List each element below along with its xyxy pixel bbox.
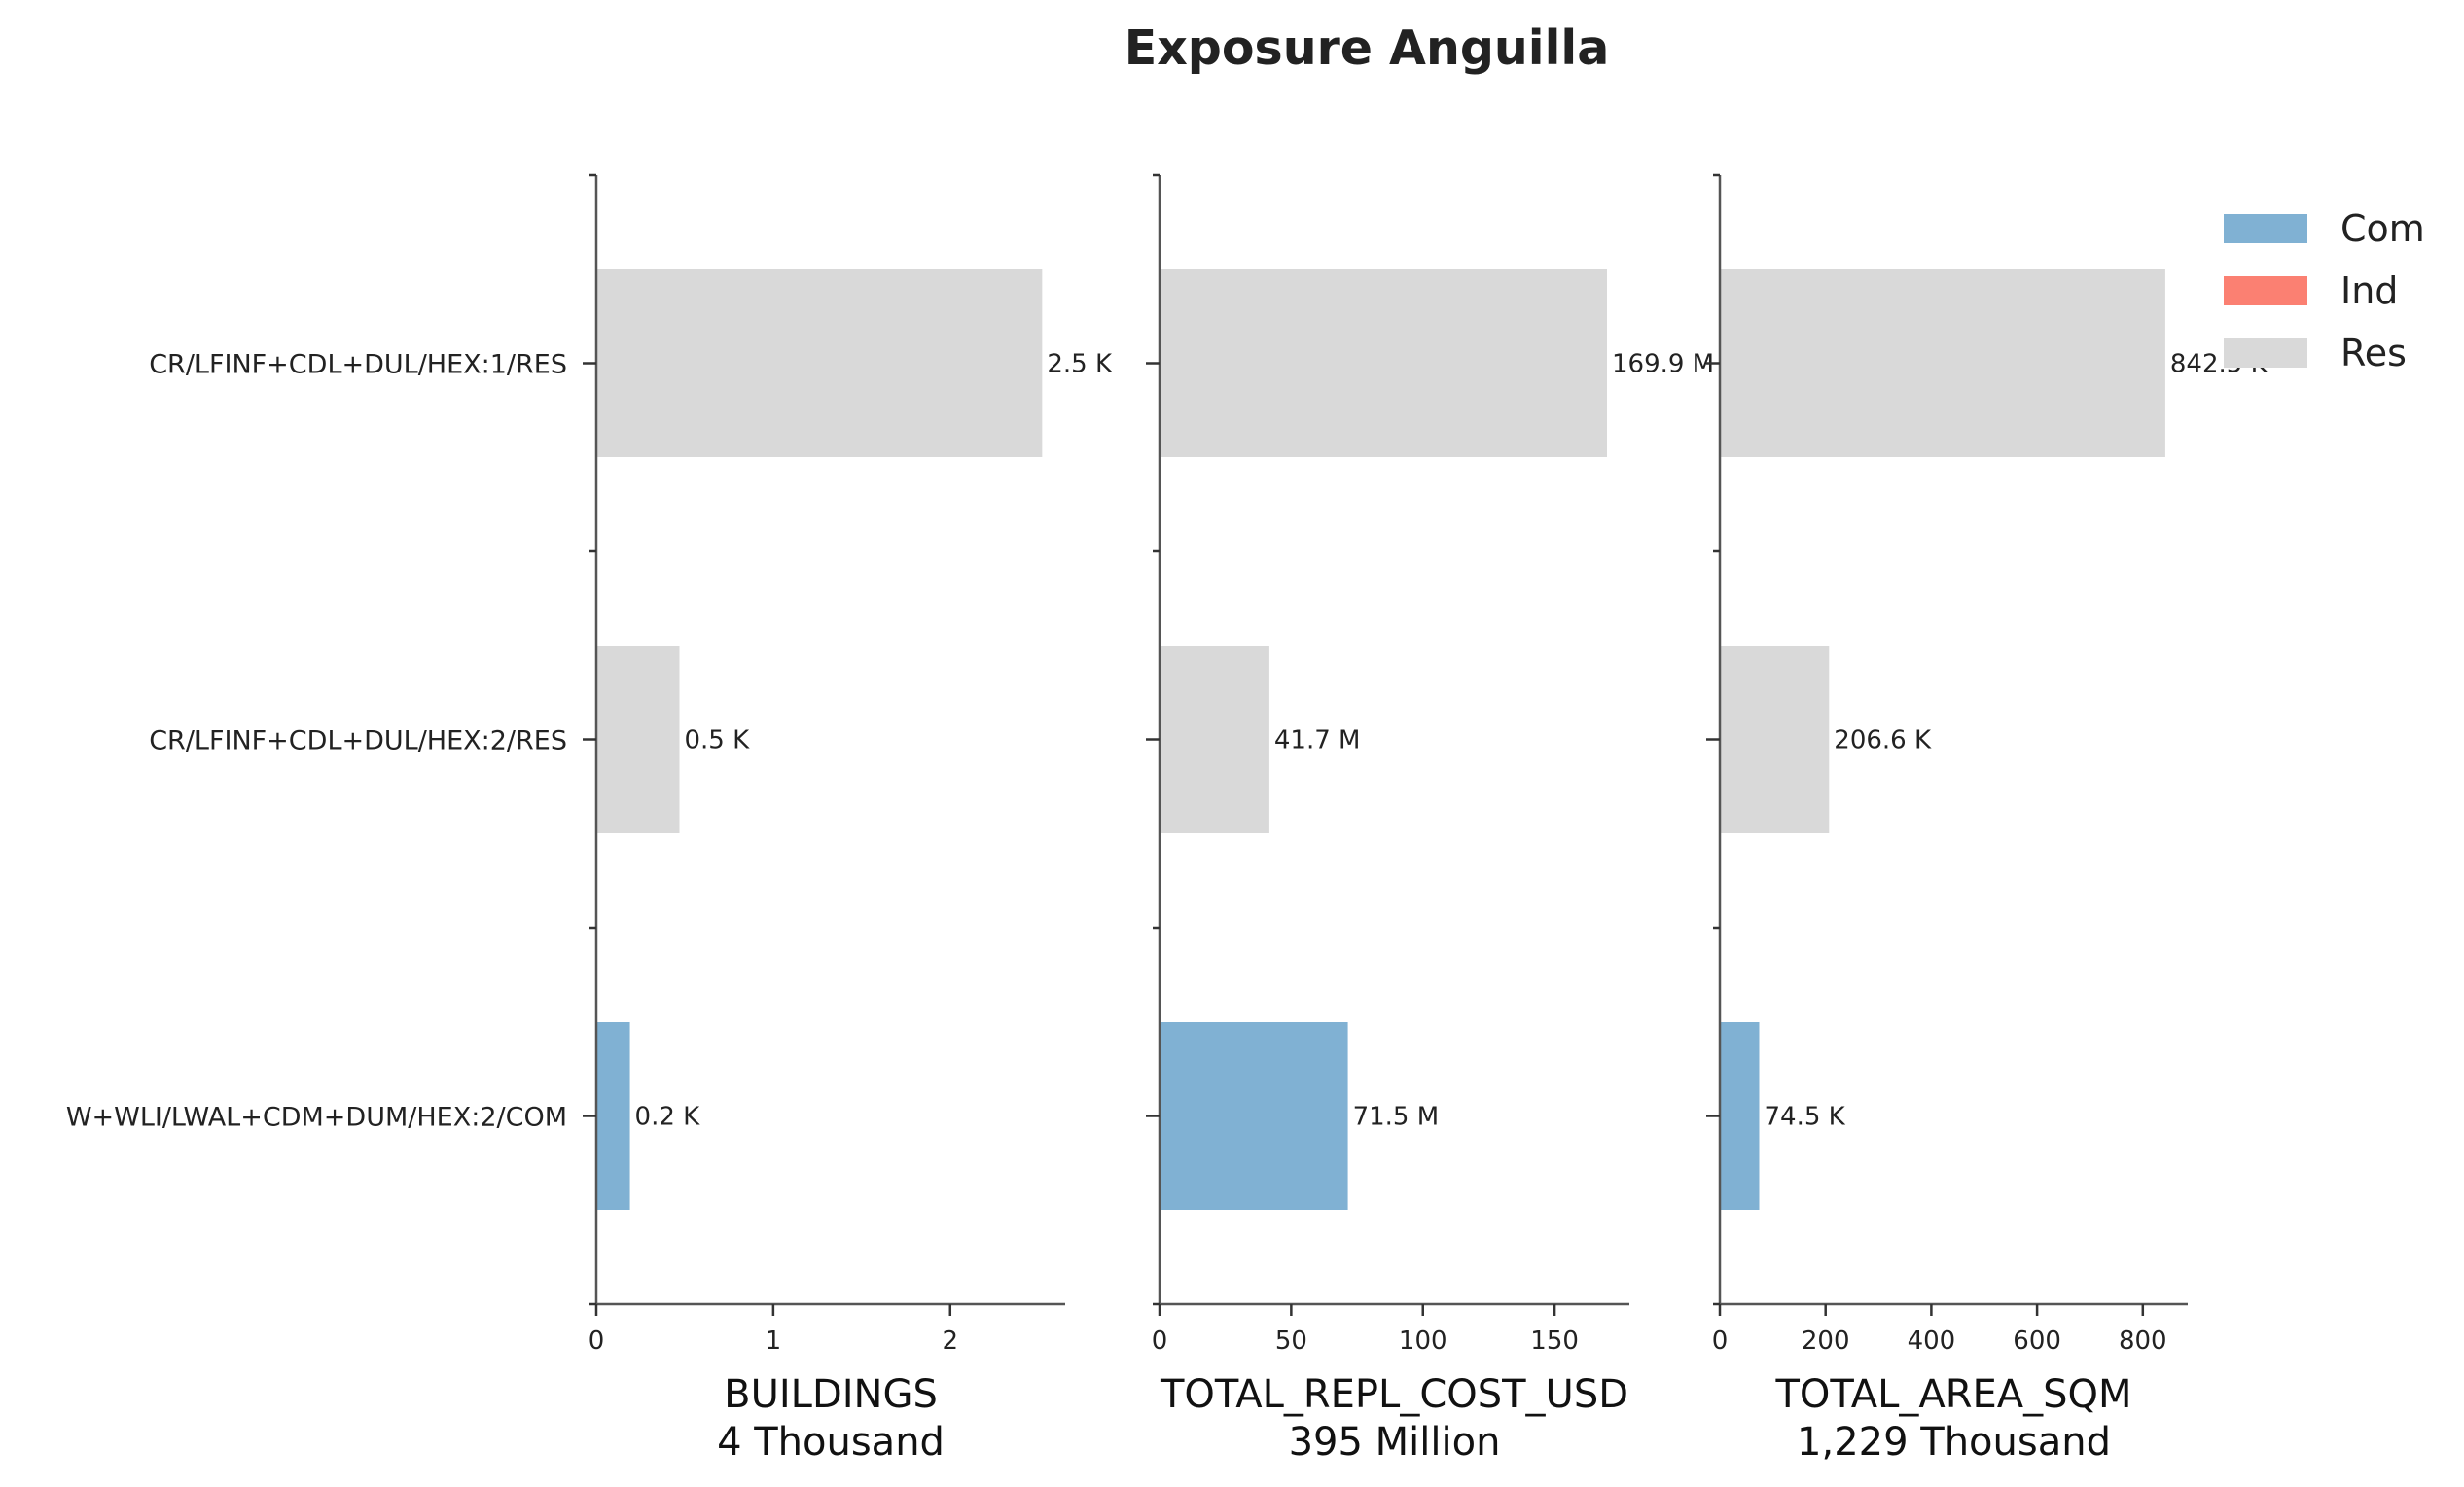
x-axis-total: 1,229 Thousand xyxy=(1797,1420,2111,1465)
x-axis-label: TOTAL_REPL_COST_USD xyxy=(1160,1372,1628,1417)
x-tick-label: 2 xyxy=(943,1327,959,1356)
value-label: 41.7 M xyxy=(1274,726,1361,756)
bar xyxy=(1720,1022,1760,1210)
value-label: 71.5 M xyxy=(1353,1103,1440,1132)
x-axis-label: TOTAL_AREA_SQM xyxy=(1774,1372,2131,1417)
x-tick-label: 100 xyxy=(1399,1327,1447,1356)
value-label: 74.5 K xyxy=(1764,1103,1845,1132)
bar xyxy=(1160,269,1607,457)
bar xyxy=(596,646,680,833)
x-tick-label: 150 xyxy=(1530,1327,1579,1356)
x-tick-label: 400 xyxy=(1908,1327,1956,1356)
x-tick-label: 1 xyxy=(766,1327,782,1356)
x-axis-total: 395 Million xyxy=(1289,1420,1501,1465)
value-label: 0.2 K xyxy=(635,1103,701,1132)
panel-1: 2.5 K 0.5 K 0.2 K CR/LFINF+CDL+DUL/HEX:1/RE… xyxy=(66,173,1113,1465)
x-tick-label: 50 xyxy=(1275,1327,1307,1356)
x-axis-total: 4 Thousand xyxy=(717,1420,945,1465)
x-tick-label: 0 xyxy=(589,1327,605,1356)
category-label: CR/LFINF+CDL+DUL/HEX:1/RES xyxy=(149,350,567,380)
value-label: 0.5 K xyxy=(684,726,750,756)
value-label: 2.5 K xyxy=(1047,350,1113,379)
legend-swatch xyxy=(2224,214,2307,243)
category-label: CR/LFINF+CDL+DUL/HEX:2/RES xyxy=(149,726,567,757)
chart-legend: Com Ind Res xyxy=(2224,207,2425,374)
bar xyxy=(596,1022,630,1210)
x-tick-label: 200 xyxy=(1802,1327,1850,1356)
legend-swatch xyxy=(2224,276,2307,305)
legend-label: Ind xyxy=(2340,269,2398,312)
x-tick-label: 600 xyxy=(2013,1327,2061,1356)
chart-title: Exposure Anguilla xyxy=(1125,20,1610,76)
x-tick-label: 800 xyxy=(2119,1327,2167,1356)
panel-2: 169.9 M 41.7 M 71.5 M 0 50 100 150 TOTAL_REPL_C… xyxy=(1146,173,1714,1465)
bar xyxy=(1160,1022,1348,1210)
legend-swatch xyxy=(2224,338,2307,368)
x-axis-label: BUILDINGS xyxy=(724,1372,938,1417)
bar xyxy=(1720,269,2165,457)
category-label: W+WLI/LWAL+CDM+DUM/HEX:2/COM xyxy=(66,1103,567,1133)
bar xyxy=(1160,646,1269,833)
x-tick-label: 0 xyxy=(1152,1327,1168,1356)
value-label: 206.6 K xyxy=(1834,726,1932,756)
bar xyxy=(1720,646,1830,833)
legend-label: Com xyxy=(2340,207,2425,250)
legend-label: Res xyxy=(2340,332,2407,374)
value-label: 169.9 M xyxy=(1612,350,1714,379)
bar xyxy=(596,269,1043,457)
chart-panels: 2.5 K 0.5 K 0.2 K CR/LFINF+CDL+DUL/HEX:1/RE… xyxy=(66,173,2268,1465)
x-tick-label: 0 xyxy=(1712,1327,1729,1356)
